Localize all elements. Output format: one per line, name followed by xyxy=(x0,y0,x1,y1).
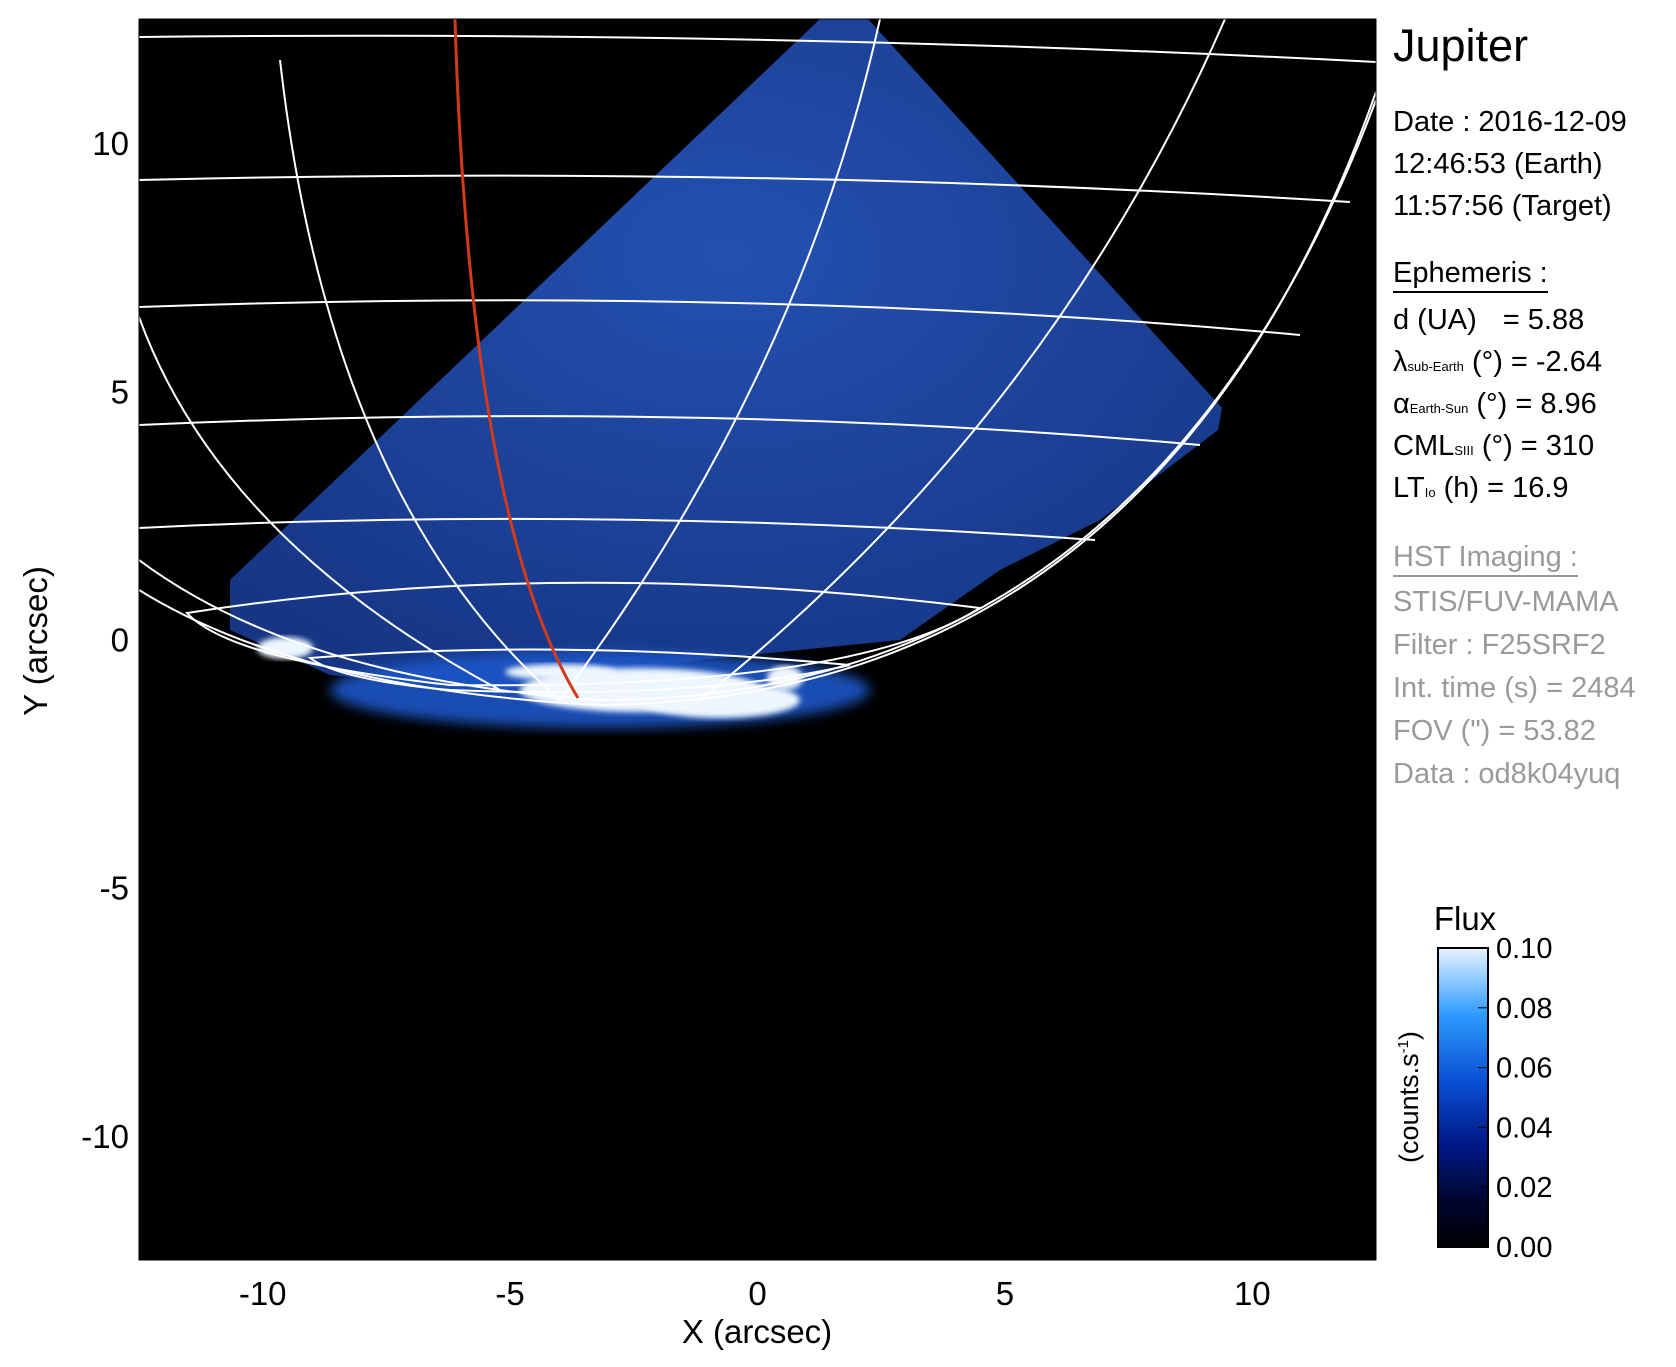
y-tick-label: -5 xyxy=(100,870,129,907)
longitude-line xyxy=(699,19,1226,701)
latitude-line xyxy=(139,415,1201,446)
sub-earth-latitude-row: λsub-Earth (°) = -2.64 xyxy=(1393,346,1602,378)
colorbar-ticks: 0.00 0.02 0.04 0.06 0.08 0.10 xyxy=(1478,933,1552,1264)
colorbar-tick-label: 0.06 xyxy=(1496,1053,1552,1085)
y-tick-label: 10 xyxy=(92,125,129,162)
colorbar-tick-label: 0.00 xyxy=(1496,1232,1552,1264)
y-tick-label: -10 xyxy=(81,1118,129,1155)
longitude-line xyxy=(139,91,1376,707)
earth-time-text: 12:46:53 (Earth) xyxy=(1393,148,1603,180)
cml-row: CMLSIII (°) = 310 xyxy=(1393,430,1595,462)
longitude-line xyxy=(279,59,561,701)
x-tick-label: 0 xyxy=(748,1275,766,1312)
y-axis-label: Y (arcsec) xyxy=(17,566,54,716)
target-time-text: 11:57:56 (Target) xyxy=(1393,190,1612,222)
io-footpath-line xyxy=(453,19,580,699)
ephemeris-header: Ephemeris : xyxy=(1393,259,1548,293)
integration-time-text: Int. time (s) = 2484 xyxy=(1393,672,1636,704)
x-tick-label: 5 xyxy=(996,1275,1014,1312)
local-time-row: LTIo (h) = 16.9 xyxy=(1393,472,1569,504)
colorbar-tick-label: 0.04 xyxy=(1496,1112,1552,1144)
phase-angle-row: αEarth-Sun (°) = 8.96 xyxy=(1393,388,1597,420)
x-tick-label: -10 xyxy=(239,1275,287,1312)
longitude-line xyxy=(139,316,501,691)
hst-imaging-header: HST Imaging : xyxy=(1393,543,1578,577)
instrument-text: STIS/FUV-MAMA xyxy=(1393,586,1619,618)
colorbar-label: (counts.s-1) xyxy=(1394,1031,1424,1163)
longitude-line xyxy=(559,19,881,701)
date-text: Date : 2016-12-09 xyxy=(1393,106,1627,138)
latitude-line xyxy=(139,517,1096,541)
latitude-line xyxy=(139,174,1351,203)
filter-text: Filter : F25SRF2 xyxy=(1393,629,1606,661)
latitude-line xyxy=(139,299,1301,336)
latitude-line xyxy=(139,34,1376,63)
disk-region xyxy=(230,19,1222,690)
x-tick-label: -5 xyxy=(495,1275,524,1312)
colorbar xyxy=(1437,947,1489,1248)
x-axis-label: X (arcsec) xyxy=(682,1313,832,1350)
latitude-line xyxy=(307,648,851,694)
y-tick-label: 0 xyxy=(111,622,129,659)
colorbar-tick-label: 0.08 xyxy=(1496,993,1552,1025)
colorbar-tick-label: 0.02 xyxy=(1496,1172,1552,1204)
dataset-text: Data : od8k04yuq xyxy=(1393,758,1621,790)
longitude-line xyxy=(139,99,1376,702)
axes: -10 -5 0 5 10 -10 -5 0 5 10 xyxy=(81,19,1376,1312)
y-tick-label: 5 xyxy=(111,373,129,410)
colorbar-title: Flux xyxy=(1434,900,1497,937)
target-title: Jupiter xyxy=(1393,20,1529,71)
fov-text: FOV (") = 53.82 xyxy=(1393,715,1596,747)
x-tick-label: 10 xyxy=(1234,1275,1271,1312)
lat-lon-grid xyxy=(139,19,1376,707)
colorbar-tick-label: 0.10 xyxy=(1496,933,1552,965)
distance-row: d (UA) = 5.88 xyxy=(1393,304,1585,336)
